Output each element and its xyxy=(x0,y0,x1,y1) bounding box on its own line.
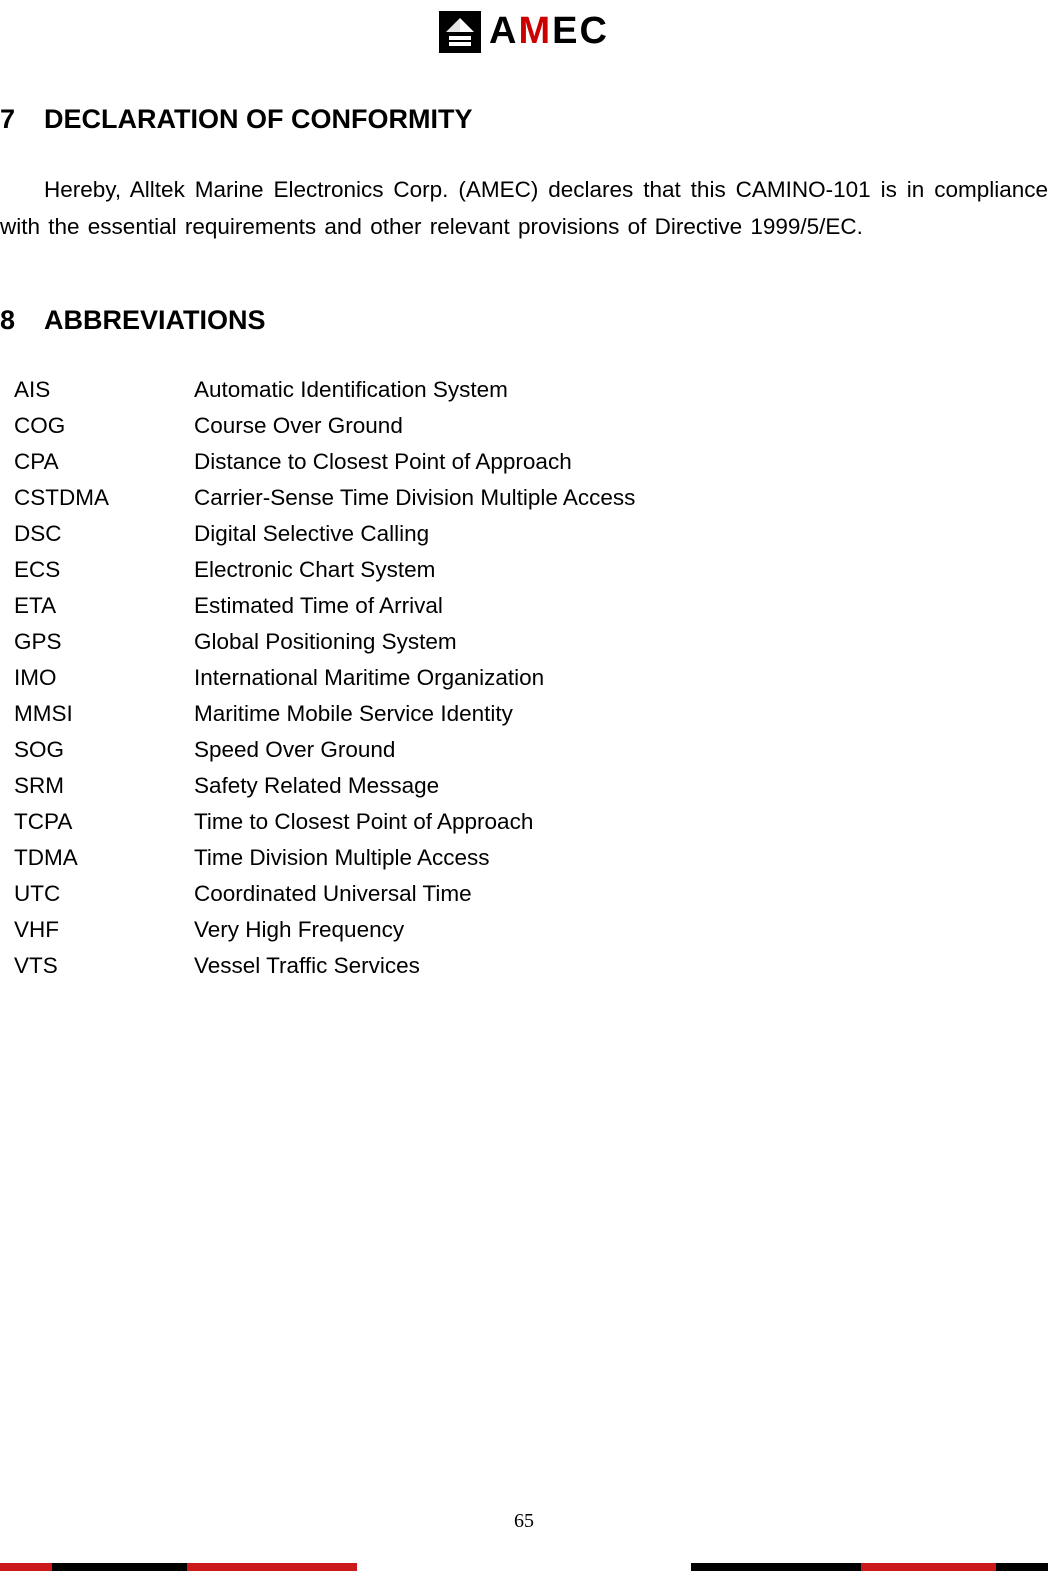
page-number: 65 xyxy=(0,1510,1048,1533)
abbrev-term: SRM xyxy=(14,768,194,804)
amec-logo: AMEC xyxy=(439,10,609,53)
footer-bar-segment xyxy=(52,1563,187,1571)
abbrev-row: VTSVessel Traffic Services xyxy=(14,948,1048,984)
abbrev-row: VHFVery High Frequency xyxy=(14,912,1048,948)
abbrev-row: GPSGlobal Positioning System xyxy=(14,624,1048,660)
footer-bar-segment xyxy=(861,1563,996,1571)
page-content: 7DECLARATION OF CONFORMITY Hereby, Allte… xyxy=(0,104,1048,984)
abbrev-row: MMSIMaritime Mobile Service Identity xyxy=(14,696,1048,732)
footer-bar-segment xyxy=(0,1563,52,1571)
abbreviations-table: AISAutomatic Identification SystemCOGCou… xyxy=(0,372,1048,984)
section-7-paragraph: Hereby, Alltek Marine Electronics Corp. … xyxy=(0,171,1048,245)
footer-bar-segment xyxy=(996,1563,1048,1571)
abbrev-definition: Electronic Chart System xyxy=(194,552,1048,588)
abbrev-term: CSTDMA xyxy=(14,480,194,516)
abbrev-term: CPA xyxy=(14,444,194,480)
abbrev-row: CPADistance to Closest Point of Approach xyxy=(14,444,1048,480)
abbrev-term: COG xyxy=(14,408,194,444)
header-logo-area: AMEC xyxy=(0,10,1048,54)
abbrev-row: ETAEstimated Time of Arrival xyxy=(14,588,1048,624)
section-8-heading: 8ABBREVIATIONS xyxy=(0,305,1048,336)
footer-bar-segment xyxy=(691,1563,861,1571)
abbrev-definition: Course Over Ground xyxy=(194,408,1048,444)
abbrev-definition: Automatic Identification System xyxy=(194,372,1048,408)
abbrev-definition: Global Positioning System xyxy=(194,624,1048,660)
abbrev-definition: Very High Frequency xyxy=(194,912,1048,948)
abbrev-row: CSTDMACarrier-Sense Time Division Multip… xyxy=(14,480,1048,516)
abbrev-definition: Estimated Time of Arrival xyxy=(194,588,1048,624)
abbrev-term: VHF xyxy=(14,912,194,948)
abbrev-definition: Distance to Closest Point of Approach xyxy=(194,444,1048,480)
logo-mark-icon xyxy=(439,11,481,53)
abbrev-term: GPS xyxy=(14,624,194,660)
section-7-heading: 7DECLARATION OF CONFORMITY xyxy=(0,104,1048,135)
abbrev-row: COGCourse Over Ground xyxy=(14,408,1048,444)
abbrev-term: DSC xyxy=(14,516,194,552)
abbrev-row: IMOInternational Maritime Organization xyxy=(14,660,1048,696)
abbrev-row: UTCCoordinated Universal Time xyxy=(14,876,1048,912)
footer-decorative-bars xyxy=(0,1563,1048,1571)
abbrev-definition: Coordinated Universal Time xyxy=(194,876,1048,912)
abbrev-definition: Vessel Traffic Services xyxy=(194,948,1048,984)
abbrev-row: SOGSpeed Over Ground xyxy=(14,732,1048,768)
abbrev-row: ECSElectronic Chart System xyxy=(14,552,1048,588)
abbrev-row: DSCDigital Selective Calling xyxy=(14,516,1048,552)
abbrev-row: TCPATime to Closest Point of Approach xyxy=(14,804,1048,840)
abbrev-term: ETA xyxy=(14,588,194,624)
footer-bar-segment xyxy=(357,1563,691,1571)
abbrev-definition: Carrier-Sense Time Division Multiple Acc… xyxy=(194,480,1048,516)
footer-bar-segment xyxy=(187,1563,357,1571)
abbrev-definition: Time to Closest Point of Approach xyxy=(194,804,1048,840)
abbrev-term: IMO xyxy=(14,660,194,696)
abbrev-term: TCPA xyxy=(14,804,194,840)
section-8-title: ABBREVIATIONS xyxy=(44,305,266,335)
abbrev-term: SOG xyxy=(14,732,194,768)
section-7-title: DECLARATION OF CONFORMITY xyxy=(44,104,472,134)
abbrev-definition: Maritime Mobile Service Identity xyxy=(194,696,1048,732)
abbrev-term: TDMA xyxy=(14,840,194,876)
abbrev-term: MMSI xyxy=(14,696,194,732)
logo-wordmark: AMEC xyxy=(489,10,609,53)
abbrev-row: SRMSafety Related Message xyxy=(14,768,1048,804)
abbrev-row: AISAutomatic Identification System xyxy=(14,372,1048,408)
abbrev-definition: Time Division Multiple Access xyxy=(194,840,1048,876)
logo-letter-m: M xyxy=(519,10,553,52)
abbrev-term: AIS xyxy=(14,372,194,408)
abbrev-definition: Digital Selective Calling xyxy=(194,516,1048,552)
logo-letter-ec: EC xyxy=(552,10,609,52)
section-8-number: 8 xyxy=(0,305,44,336)
section-7-number: 7 xyxy=(0,104,44,135)
abbrev-definition: Safety Related Message xyxy=(194,768,1048,804)
abbrev-term: UTC xyxy=(14,876,194,912)
abbrev-definition: International Maritime Organization xyxy=(194,660,1048,696)
abbrev-term: VTS xyxy=(14,948,194,984)
logo-letter-a: A xyxy=(489,10,518,52)
abbrev-term: ECS xyxy=(14,552,194,588)
abbrev-definition: Speed Over Ground xyxy=(194,732,1048,768)
abbrev-row: TDMATime Division Multiple Access xyxy=(14,840,1048,876)
document-page: AMEC 7DECLARATION OF CONFORMITY Hereby, … xyxy=(0,0,1048,1589)
